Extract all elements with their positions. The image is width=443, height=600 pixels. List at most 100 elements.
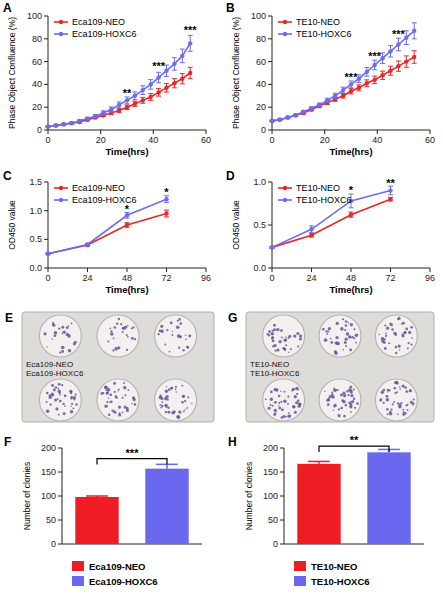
colony — [170, 321, 173, 324]
colony — [175, 389, 177, 391]
colony — [61, 326, 64, 329]
colony — [118, 405, 121, 408]
colony — [397, 317, 400, 320]
y-tick — [268, 130, 272, 131]
well — [155, 379, 197, 421]
colony — [274, 413, 277, 416]
colony — [122, 411, 124, 413]
colony — [114, 347, 118, 351]
error-cap — [164, 216, 169, 217]
bar — [367, 452, 410, 544]
error-bar — [309, 226, 314, 233]
colony — [164, 343, 166, 345]
y-tick-label: 0 — [273, 539, 278, 549]
y-axis-label: Number of clonies — [244, 462, 254, 531]
significance-bracket — [319, 446, 389, 452]
colony — [391, 328, 394, 331]
data-point — [270, 245, 274, 249]
x-tick-label: 20 — [320, 135, 330, 145]
colony — [57, 398, 59, 400]
colony — [280, 390, 281, 391]
colony — [296, 332, 299, 335]
colony — [292, 388, 295, 391]
data-point — [396, 42, 400, 46]
colony — [350, 394, 353, 397]
y-tick-label: 60 — [256, 57, 266, 67]
colony — [270, 397, 273, 400]
error-bar — [309, 107, 314, 110]
colony — [109, 328, 111, 330]
y-tick-label: 100 — [263, 491, 278, 501]
colony — [355, 334, 358, 337]
data-point — [309, 227, 313, 231]
data-point — [388, 188, 392, 192]
x-tick-label: 0 — [269, 273, 274, 283]
colony — [383, 402, 385, 404]
y-tick-label: 150 — [263, 467, 278, 477]
colony — [127, 389, 129, 391]
error-cap — [341, 87, 346, 88]
significance-mark: *** — [392, 28, 406, 40]
colony — [324, 338, 328, 342]
x-tick-label: 72 — [385, 273, 395, 283]
x-tick-label: 40 — [148, 135, 158, 145]
colony — [405, 390, 408, 393]
colony — [168, 388, 171, 391]
colony — [120, 323, 122, 325]
error-cap — [164, 202, 169, 203]
colony — [107, 341, 109, 343]
colony — [52, 323, 54, 325]
colony — [278, 340, 281, 343]
data-point — [141, 98, 145, 102]
colony — [385, 333, 387, 335]
colony — [104, 385, 107, 388]
colony — [43, 332, 46, 335]
data-point — [180, 54, 184, 58]
colony — [54, 334, 57, 337]
colony — [183, 410, 185, 412]
bar — [75, 497, 118, 544]
colony — [387, 413, 389, 415]
error-bar — [364, 80, 369, 87]
colony — [404, 331, 407, 334]
colony — [333, 388, 335, 390]
colony — [46, 401, 48, 403]
colony — [113, 382, 116, 385]
colony — [384, 338, 386, 340]
colony — [292, 405, 295, 408]
colony — [342, 349, 344, 351]
error-cap — [380, 63, 385, 64]
colony — [289, 415, 291, 417]
y-tick-label: 200 — [41, 443, 56, 453]
data-point — [93, 114, 97, 118]
colony — [115, 395, 118, 398]
colony — [273, 324, 276, 327]
y-tick-label: 40 — [256, 79, 266, 89]
colony — [384, 324, 386, 326]
x-tick-label: 40 — [372, 135, 382, 145]
error-cap — [349, 212, 354, 213]
data-point — [325, 98, 329, 102]
legend-label: Eca109-NEO — [72, 17, 125, 27]
colony — [353, 397, 355, 399]
x-tick-label: 96 — [201, 273, 211, 283]
colony — [398, 344, 401, 347]
x-tick — [100, 130, 101, 134]
colony — [157, 333, 159, 335]
error-cap — [364, 86, 369, 87]
colony — [49, 403, 51, 405]
error-bar — [164, 210, 169, 217]
error-cap — [372, 69, 377, 70]
colony — [275, 388, 279, 392]
colony — [124, 394, 126, 396]
panel-label: G — [228, 311, 237, 325]
colony — [61, 346, 65, 350]
error-bar — [364, 68, 369, 77]
significance-mark: * — [349, 184, 354, 196]
colony — [273, 413, 275, 415]
legend-label: TE10-NEO — [296, 17, 340, 27]
well — [97, 379, 139, 421]
colony — [58, 388, 60, 390]
y-tick — [280, 472, 284, 473]
colony — [345, 320, 348, 323]
